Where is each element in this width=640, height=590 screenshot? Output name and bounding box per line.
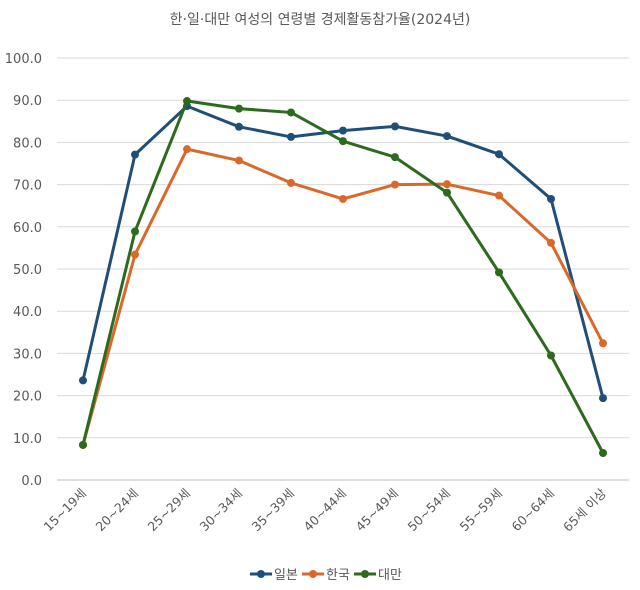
series-line — [81, 147, 605, 446]
data-point — [287, 108, 295, 117]
x-tick-label: 40~44세 — [300, 486, 349, 535]
data-point — [287, 178, 295, 187]
y-tick-label: 70.0 — [13, 179, 42, 194]
x-tick-label: 50~54세 — [404, 486, 453, 535]
data-point — [131, 150, 139, 159]
data-point — [339, 137, 347, 146]
legend-marker — [361, 570, 369, 578]
data-point — [443, 180, 451, 189]
series-line — [81, 99, 605, 454]
x-tick-label: 15~19세 — [40, 486, 89, 535]
data-point — [183, 145, 191, 154]
data-point — [79, 376, 87, 385]
data-point — [495, 150, 503, 159]
data-point — [599, 339, 607, 348]
series-일본 — [79, 102, 607, 403]
data-point — [391, 122, 399, 131]
y-tick-label: 20.0 — [13, 390, 42, 405]
y-tick-label: 30.0 — [13, 347, 42, 362]
data-point — [131, 250, 139, 259]
x-tick-label: 45~49세 — [352, 486, 401, 535]
data-point — [547, 238, 555, 247]
legend-label: 일본 — [274, 568, 298, 583]
data-point — [599, 394, 607, 403]
legend-marker — [309, 570, 317, 578]
y-tick-label: 100.0 — [5, 52, 42, 67]
data-point — [547, 351, 555, 360]
y-tick-label: 60.0 — [13, 221, 42, 236]
data-point — [131, 227, 139, 236]
series-한국 — [79, 145, 607, 449]
legend-marker — [257, 570, 265, 578]
y-tick-label: 0.0 — [21, 474, 42, 489]
y-tick-label: 40.0 — [13, 305, 42, 320]
legend-item: 대만 — [354, 568, 402, 583]
legend-item: 한국 — [302, 568, 350, 583]
series-line — [81, 104, 605, 399]
data-point — [443, 132, 451, 141]
data-point — [183, 97, 191, 106]
x-tick-label: 60~64세 — [508, 486, 557, 535]
y-tick-label: 80.0 — [13, 136, 42, 151]
y-tick-label: 10.0 — [13, 432, 42, 447]
data-point — [391, 153, 399, 162]
data-point — [599, 448, 607, 457]
x-tick-label: 35~39세 — [248, 486, 297, 535]
x-tick-label: 30~34세 — [196, 486, 245, 535]
data-point — [235, 104, 243, 113]
data-point — [235, 122, 243, 131]
data-point — [547, 194, 555, 203]
legend-label: 대만 — [378, 568, 402, 583]
y-tick-label: 90.0 — [13, 94, 42, 109]
legend-item: 일본 — [250, 568, 298, 583]
data-point — [443, 188, 451, 197]
data-point — [339, 126, 347, 135]
y-tick-label: 50.0 — [13, 263, 42, 278]
x-tick-label: 55~59세 — [456, 486, 505, 535]
data-point — [339, 194, 347, 203]
chart-title: 한·일·대만 여성의 연령별 경제활동참가율(2024년) — [170, 12, 471, 28]
x-tick-label: 25~29세 — [144, 486, 193, 535]
data-point — [391, 180, 399, 189]
legend-label: 한국 — [326, 568, 350, 583]
data-point — [495, 191, 503, 200]
x-tick-label: 65세 이상 — [560, 485, 609, 534]
data-point — [495, 268, 503, 277]
x-tick-label: 20~24세 — [92, 486, 141, 535]
data-point — [79, 440, 87, 449]
data-point — [235, 156, 243, 165]
data-point — [287, 132, 295, 141]
series-대만 — [79, 97, 607, 457]
